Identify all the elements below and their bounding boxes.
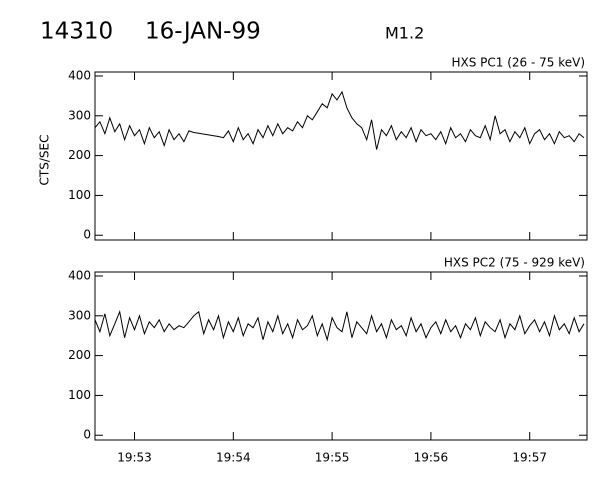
y-tick-label: 400 <box>68 68 91 82</box>
data-line <box>94 310 585 342</box>
x-tick-label: 19:55 <box>315 451 350 465</box>
flare-class: M1.2 <box>385 24 424 43</box>
x-tick-label: 19:56 <box>414 451 449 465</box>
y-axis-label: CTS/SEC <box>38 135 52 186</box>
panel-label: HXS PC1 (26 - 75 keV) <box>451 56 585 70</box>
x-tick-label: 19:54 <box>216 451 251 465</box>
y-tick-label: 100 <box>68 188 91 202</box>
plot-frame <box>94 71 588 241</box>
y-tick-label: 300 <box>68 308 91 322</box>
event-id: 14310 <box>40 19 113 45</box>
y-tick-label: 0 <box>83 428 91 442</box>
y-tick-label: 0 <box>83 228 91 242</box>
x-tick-label: 19:53 <box>117 451 152 465</box>
data-line <box>94 90 585 150</box>
y-tick-label: 200 <box>68 348 91 362</box>
plot-frame <box>94 271 588 441</box>
y-tick-label: 200 <box>68 148 91 162</box>
y-tick-label: 400 <box>68 268 91 282</box>
panel-label: HXS PC2 (75 - 929 keV) <box>444 256 585 270</box>
event-date: 16-JAN-99 <box>145 19 261 45</box>
x-tick-label: 19:57 <box>512 451 547 465</box>
y-tick-label: 300 <box>68 108 91 122</box>
y-tick-label: 100 <box>68 388 91 402</box>
